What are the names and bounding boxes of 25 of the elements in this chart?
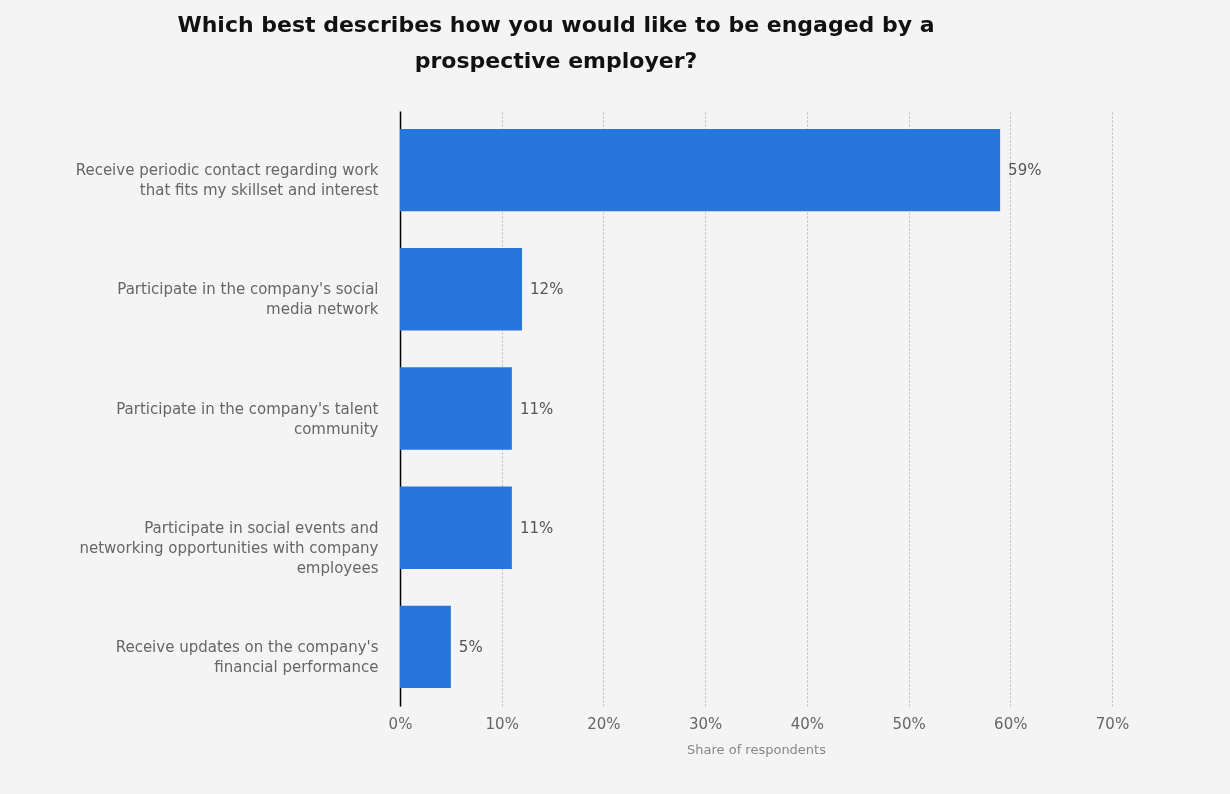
data-label: 11% — [519, 518, 554, 537]
x-tick-label: 10% — [485, 714, 519, 733]
x-tick-label: 0% — [388, 714, 413, 733]
data-label: 12% — [530, 280, 564, 299]
bar — [400, 605, 451, 689]
x-tick-label: 20% — [587, 714, 621, 733]
y-tick-label: Receive periodic contact regarding work that fits my skillset and interest — [75, 161, 379, 200]
bar — [400, 486, 512, 569]
x-tick-label: 40% — [790, 714, 825, 733]
x-tick-label: 30% — [688, 714, 723, 733]
x-tick-label: 50% — [892, 714, 926, 733]
bar — [400, 367, 512, 450]
data-label: 11% — [519, 399, 554, 418]
x-tick-label: 60% — [994, 714, 1028, 733]
data-label: 5% — [458, 637, 483, 656]
x-tick-label: 70% — [1095, 714, 1130, 733]
bar — [400, 128, 1001, 212]
data-label: 59% — [1008, 161, 1042, 180]
y-tick-label: Receive updates on the company's financial performance — [115, 637, 379, 676]
chart-title: Which best describes how you would like to be engaged by a prospective employer? — [177, 12, 935, 73]
x-axis-title: Share of respondents — [687, 741, 827, 757]
y-tick-label: Participate in the company's talent community — [116, 399, 379, 438]
y-tick-label: Participate in the company's social media network — [117, 280, 379, 319]
bar — [400, 248, 523, 331]
y-tick-label: Participate in social events and networking opportunities with company employees — [79, 518, 379, 577]
